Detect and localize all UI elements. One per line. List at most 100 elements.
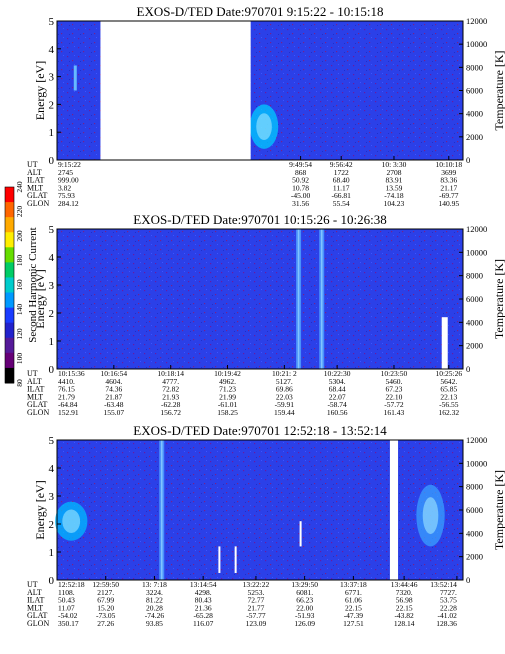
colorbar-swatch xyxy=(5,352,14,369)
table-cell: 83.91 xyxy=(386,176,403,185)
table-cell: 1108. xyxy=(58,588,75,597)
table-cell: -74.26 xyxy=(145,611,165,620)
table-cell: 13:14:54 xyxy=(190,580,217,589)
table-cell: 22.13 xyxy=(440,392,457,401)
table-cell: 65.85 xyxy=(440,385,457,394)
table-cell: 4410. xyxy=(58,377,75,386)
y2-tick-label: 12000 xyxy=(466,16,487,26)
table-cell: 104.23 xyxy=(384,199,405,208)
colorbar-swatch xyxy=(5,217,14,233)
table-cell: 11.07 xyxy=(58,603,75,612)
data-gap xyxy=(100,20,251,161)
table-cell: 68.40 xyxy=(333,176,350,185)
table-cell: 3699 xyxy=(441,168,456,177)
table-cell: 4962. xyxy=(219,377,236,386)
table-row-label: MLT xyxy=(27,603,43,612)
table-cell: -61.01 xyxy=(218,400,238,409)
colorbar-tick-label: 120 xyxy=(15,328,24,340)
colorbar-frame xyxy=(4,186,15,384)
table-cell: 9:15:22 xyxy=(58,160,81,169)
colorbar-swatch xyxy=(5,232,14,248)
table-cell: 66.23 xyxy=(296,596,313,605)
table-row-label: ALT xyxy=(27,588,42,597)
table-cell: 3224. xyxy=(146,588,163,597)
table-cell: 155.07 xyxy=(104,408,125,417)
table-cell: 868 xyxy=(295,168,307,177)
y2-tick-label: 2000 xyxy=(466,341,483,351)
table-cell: 3.82 xyxy=(58,183,71,192)
table-cell: 152.91 xyxy=(58,408,79,417)
table-cell: 12:59:50 xyxy=(92,580,119,589)
table-cell: 83.36 xyxy=(440,176,457,185)
table-cell: 68.44 xyxy=(329,385,346,394)
panel-title: EXOS-D/TED Date:970701 12:52:18 - 13:52:… xyxy=(133,423,387,438)
y-tick-label: 0 xyxy=(49,364,55,376)
orbit-table: UTALTILATMLTGLATGLON12:52:181108.50.4311… xyxy=(27,580,457,628)
table-cell: 21.17 xyxy=(440,183,457,192)
table-cell: -45.00 xyxy=(291,191,311,200)
colorbar-swatch xyxy=(5,307,14,324)
table-cell: 7727. xyxy=(440,588,457,597)
y2-tick-label: 8000 xyxy=(466,482,483,492)
table-cell: 13:29:50 xyxy=(291,580,318,589)
table-cell: 75.93 xyxy=(58,191,75,200)
table-cell: -74.18 xyxy=(384,191,404,200)
table-cell: 21.77 xyxy=(248,603,265,612)
table-row-label: GLAT xyxy=(27,611,48,620)
table-cell: 21.36 xyxy=(195,603,212,612)
panel-title: EXOS-D/TED Date:970701 10:15:26 - 10:26:… xyxy=(133,212,386,227)
streak xyxy=(73,65,77,91)
data-gap-bar xyxy=(441,317,448,369)
table-cell: 128.36 xyxy=(436,619,457,628)
table-cell: 284.12 xyxy=(58,199,79,208)
table-cell: 13.59 xyxy=(386,183,403,192)
table-cell: 13:37:18 xyxy=(340,580,367,589)
table-cell: 15.20 xyxy=(97,603,114,612)
y2-tick-label: 6000 xyxy=(466,86,483,96)
table-row-label: UT xyxy=(27,580,38,589)
y2-tick-label: 4000 xyxy=(466,109,483,119)
table-cell: -57.77 xyxy=(246,611,266,620)
table-cell: 67.23 xyxy=(386,385,403,394)
colorbar-swatch xyxy=(5,322,14,339)
panel-title: EXOS-D/TED Date:970701 9:15:22 - 10:15:1… xyxy=(137,4,384,19)
table-cell: 27.26 xyxy=(97,619,114,628)
table-cell: 10:23:50 xyxy=(381,369,408,378)
table-cell: 21.93 xyxy=(162,392,179,401)
table-cell: -43.82 xyxy=(394,611,414,620)
table-cell: -59.91 xyxy=(275,400,295,409)
table-cell: 350.17 xyxy=(58,619,79,628)
y-tick-label: 5 xyxy=(49,16,55,28)
spectrogram-field xyxy=(57,440,463,580)
table-row-label: ILAT xyxy=(27,385,44,394)
colorbar-swatch xyxy=(5,292,14,309)
table-cell: -51.93 xyxy=(295,611,315,620)
colorbar-tick-label: 80 xyxy=(15,379,24,387)
y2-axis-label: Temperature [K] xyxy=(492,259,505,339)
data-gap-bar xyxy=(234,546,237,573)
table-cell: -47.39 xyxy=(344,611,364,620)
table-cell: -65.28 xyxy=(193,611,213,620)
vertical-band-core xyxy=(320,229,323,369)
table-cell: 55.54 xyxy=(333,199,350,208)
colorbar-tick-label: 100 xyxy=(15,353,24,365)
table-cell: 159.44 xyxy=(274,408,295,417)
table-cell: 20.28 xyxy=(146,603,163,612)
y2-tick-label: 6000 xyxy=(466,294,483,304)
table-cell: 13:52:14 xyxy=(430,580,457,589)
table-row-label: ILAT xyxy=(27,176,44,185)
table-cell: 13: 7:18 xyxy=(142,580,167,589)
y-tick-label: 0 xyxy=(49,155,55,167)
y2-tick-label: 4000 xyxy=(466,528,483,538)
spectrogram-field xyxy=(57,229,463,369)
table-cell: -66.81 xyxy=(332,191,352,200)
table-cell: -58.74 xyxy=(327,400,347,409)
table-cell: 81.22 xyxy=(146,596,163,605)
table-cell: 10: 3:30 xyxy=(382,160,407,169)
table-cell: 128.14 xyxy=(394,619,415,628)
table-row-label: ALT xyxy=(27,168,42,177)
data-gap-bar xyxy=(218,546,221,573)
table-cell: 71.23 xyxy=(219,385,236,394)
y-tick-label: 2 xyxy=(49,99,55,111)
colorbar-swatch xyxy=(5,187,14,203)
